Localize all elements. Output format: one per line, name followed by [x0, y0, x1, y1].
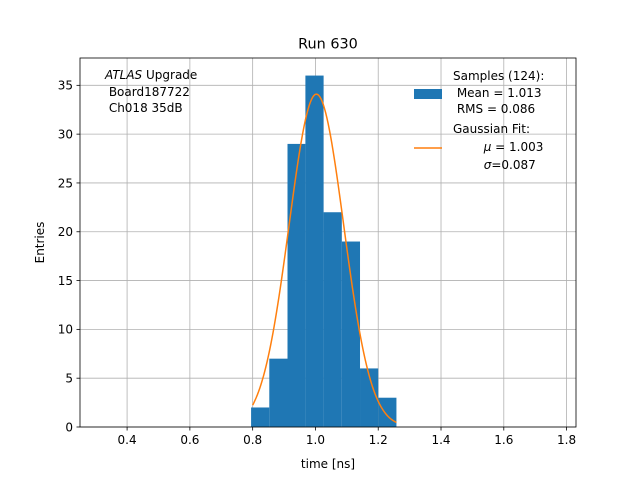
x-tick-label: 1.6 [494, 433, 513, 447]
y-tick-label: 30 [58, 127, 73, 141]
histogram-bar [305, 75, 324, 428]
legend-sigma-symbol: σ [484, 158, 492, 172]
y-tick-label: 15 [58, 274, 73, 288]
histogram-bar [323, 212, 342, 427]
legend-samples-label: Samples (124): [453, 69, 544, 83]
y-tick-label: 20 [58, 225, 73, 239]
legend-hist-swatch [414, 89, 442, 99]
y-tick-label: 25 [58, 176, 73, 190]
upgrade-label: Upgrade [142, 68, 197, 82]
legend-mu-value: = 1.003 [491, 140, 543, 154]
x-tick-label: 1.4 [431, 433, 450, 447]
svg-text:ATLAS Upgrade: ATLAS Upgrade [104, 68, 197, 82]
legend-fit-title: Gaussian Fit: [453, 122, 530, 136]
svg-text:σ=0.087: σ=0.087 [457, 158, 555, 172]
x-tick-label: 0.4 [118, 433, 137, 447]
y-tick-label: 5 [65, 371, 73, 385]
histogram-bars [251, 75, 397, 428]
y-tick-label: 10 [58, 323, 73, 337]
y-axis-ticks: 0 5 10 15 20 25 30 35 [58, 79, 80, 434]
x-tick-label: 1.0 [306, 433, 325, 447]
atlas-label: ATLAS [104, 68, 143, 82]
legend-mu-symbol: μ [483, 140, 492, 154]
legend: Samples (124): Mean = 1.013 RMS = 0.086 … [414, 69, 562, 172]
channel-label: Ch018 35dB [105, 101, 183, 115]
svg-text:μ = 1.003: μ = 1.003 [457, 140, 562, 154]
x-axis-ticks: 0.4 0.6 0.8 1.0 1.2 1.4 1.6 1.8 [118, 427, 576, 447]
board-label: Board187722 [105, 85, 190, 99]
y-axis-label: Entries [33, 222, 47, 264]
histogram-bar [378, 397, 397, 427]
histogram-bar [341, 241, 361, 427]
atlas-annotation: ATLAS Upgrade Board187722 Ch018 35dB [104, 68, 197, 115]
legend-rms-label: RMS = 0.086 [453, 102, 535, 116]
plot-frame [79, 57, 577, 428]
histogram-bar [360, 368, 379, 427]
legend-sigma-value: =0.087 [491, 158, 535, 172]
x-tick-label: 0.6 [180, 433, 199, 447]
y-tick-label: 35 [58, 79, 73, 93]
x-axis-label: time [ns] [301, 457, 355, 471]
x-tick-label: 1.8 [557, 433, 576, 447]
gaussian-fit-curve [251, 93, 397, 424]
x-tick-label: 0.8 [243, 433, 262, 447]
histogram-bar [287, 143, 306, 427]
y-tick-label: 0 [65, 420, 73, 434]
chart-title: Run 630 [298, 37, 358, 53]
histogram-bar [251, 407, 270, 427]
histogram-bar [269, 358, 288, 427]
x-tick-label: 1.2 [369, 433, 388, 447]
gaussian-fit-line [251, 93, 397, 424]
legend-mean-label: Mean = 1.013 [453, 86, 542, 100]
